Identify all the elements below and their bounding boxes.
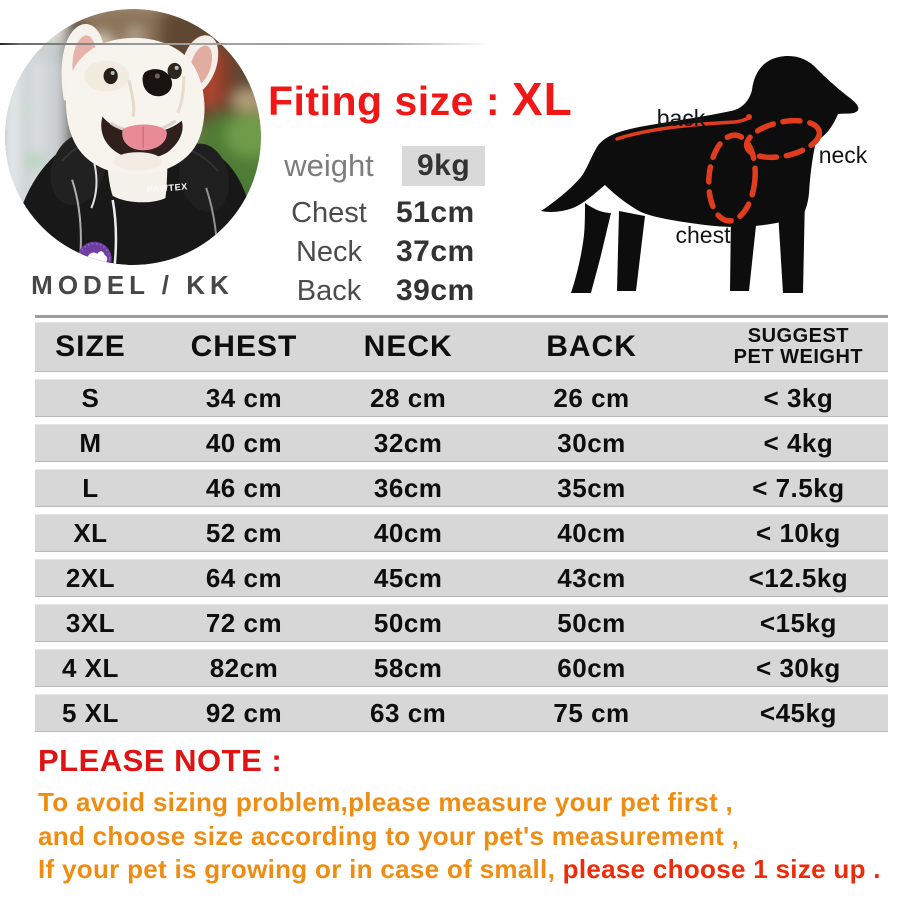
fitting-size-prefix: Fiting size : [268, 78, 512, 124]
fitting-row-chest: Chest 51cm [268, 194, 508, 232]
measurement-annotations: back neck chest [615, 105, 868, 248]
table-row: 5 XL 92 cm 63 cm 75 cm <45kg [35, 694, 888, 732]
note-line-3: If your pet is growing or in case of sma… [38, 853, 881, 887]
fitting-row-neck: Neck 37cm [268, 233, 508, 271]
header-weight-line1: SUGGEST [747, 325, 850, 347]
cell-size: S [81, 382, 100, 413]
model-photo-illustration: PAWTEX [5, 9, 261, 265]
cell-chest: 52 cm [205, 517, 283, 548]
weight-value: 9kg [402, 146, 486, 186]
dog-measurement-diagram: back neck chest [535, 45, 900, 305]
cell-neck: 40cm [373, 517, 443, 548]
cell-back: 75 cm [553, 697, 630, 728]
note-heading: PLEASE NOTE : [38, 743, 283, 778]
cell-back: 35cm [557, 472, 626, 503]
cell-back: 43cm [557, 562, 626, 593]
cell-weight: < 3kg [763, 382, 834, 413]
cell-weight: <45kg [759, 697, 837, 728]
header-weight-line2: PET WEIGHT [733, 346, 864, 368]
cell-chest: 46 cm [205, 472, 283, 503]
cell-chest: 40 cm [205, 427, 283, 458]
cell-chest: 72 cm [205, 607, 283, 638]
header-back: BACK [546, 330, 637, 363]
cell-neck: 28 cm [370, 382, 447, 413]
table-top-rule [35, 315, 888, 318]
table-row: XL 52 cm 40cm 40cm < 10kg [35, 514, 888, 552]
cell-neck: 50cm [373, 607, 443, 638]
cell-size: XL [73, 517, 108, 548]
cell-weight: <12.5kg [748, 562, 849, 593]
cell-weight: <15kg [759, 607, 837, 638]
cell-back: 30cm [557, 427, 626, 458]
neck-value: 37cm [396, 235, 475, 268]
jacket-brand-text: PAWTEX [147, 181, 189, 195]
cell-size: 3XL [65, 607, 116, 638]
note-line-1: To avoid sizing problem,please measure y… [38, 787, 734, 817]
dog-silhouette [541, 56, 859, 293]
chest-label: Chest [291, 196, 367, 229]
table-row: 4 XL 82cm 58cm 60cm < 30kg [35, 649, 888, 687]
sizing-note: PLEASE NOTE : To avoid sizing problem,pl… [38, 743, 881, 887]
size-table: SIZE CHEST NECK BACK SUGGEST PET WEIGHT … [35, 322, 888, 732]
fitting-size-title: Fiting size : XL [268, 72, 573, 126]
fitting-row-weight: weight 9kg [268, 144, 508, 188]
cell-size: 2XL [65, 562, 116, 593]
cell-neck: 45cm [373, 562, 443, 593]
table-row: 2XL 64 cm 45cm 43cm <12.5kg [35, 559, 888, 597]
cell-back: 50cm [557, 607, 626, 638]
back-value: 39cm [396, 274, 475, 307]
note-line-3-red: please choose 1 size up . [562, 854, 881, 884]
table-row: 3XL 72 cm 50cm 50cm <15kg [35, 604, 888, 642]
size-table-header: SIZE CHEST NECK BACK SUGGEST PET WEIGHT [35, 322, 888, 372]
fitting-row-back: Back 39cm [268, 272, 508, 310]
cell-neck: 36cm [373, 472, 443, 503]
cell-back: 40cm [557, 517, 626, 548]
table-row: L 46 cm 36cm 35cm < 7.5kg [35, 469, 888, 507]
cell-size: L [82, 472, 99, 503]
french-bulldog: PAWTEX [9, 24, 259, 265]
diagram-chest-label: chest [676, 222, 732, 248]
neck-label: Neck [295, 235, 363, 268]
cell-weight: < 10kg [756, 517, 841, 548]
fitting-measurements: weight 9kg Chest 51cm Neck 37cm Back 39c… [268, 144, 508, 311]
note-line-3-orange: If your pet is growing or in case of sma… [38, 854, 563, 884]
cell-chest: 82cm [209, 652, 279, 683]
cell-size: 5 XL [61, 697, 119, 728]
cell-weight: < 30kg [756, 652, 841, 683]
model-photo: PAWTEX [5, 9, 261, 265]
cell-chest: 64 cm [205, 562, 283, 593]
cell-weight: < 7.5kg [752, 472, 845, 503]
cell-weight: < 4kg [763, 427, 834, 458]
note-line-2: and choose size according to your pet's … [38, 820, 740, 851]
cell-size: 4 XL [61, 652, 119, 683]
cell-neck: 58cm [373, 652, 443, 683]
cell-neck: 63 cm [370, 697, 447, 728]
header-chest: CHEST [190, 330, 298, 363]
fitting-size-value: XL [511, 73, 573, 125]
header-neck: NECK [363, 330, 453, 363]
header-weight: SUGGEST PET WEIGHT [709, 326, 888, 368]
chest-value: 51cm [396, 196, 475, 229]
model-caption: MODEL / KK [31, 270, 234, 300]
diagram-neck-label: neck [819, 142, 868, 168]
cell-chest: 34 cm [205, 382, 283, 413]
back-measure-line [615, 115, 751, 141]
header-size: SIZE [55, 330, 126, 363]
back-label: Back [296, 274, 362, 307]
cell-size: M [79, 427, 102, 458]
chest-measure-ellipse [706, 132, 758, 224]
weight-label: weight [284, 148, 374, 183]
cell-neck: 32cm [373, 427, 443, 458]
top-divider-line [0, 43, 492, 45]
cell-back: 26 cm [553, 382, 630, 413]
table-row: M 40 cm 32cm 30cm < 4kg [35, 424, 888, 462]
table-row: S 34 cm 28 cm 26 cm < 3kg [35, 379, 888, 417]
diagram-back-label: back [657, 105, 706, 131]
cell-back: 60cm [557, 652, 626, 683]
cell-chest: 92 cm [205, 697, 283, 728]
